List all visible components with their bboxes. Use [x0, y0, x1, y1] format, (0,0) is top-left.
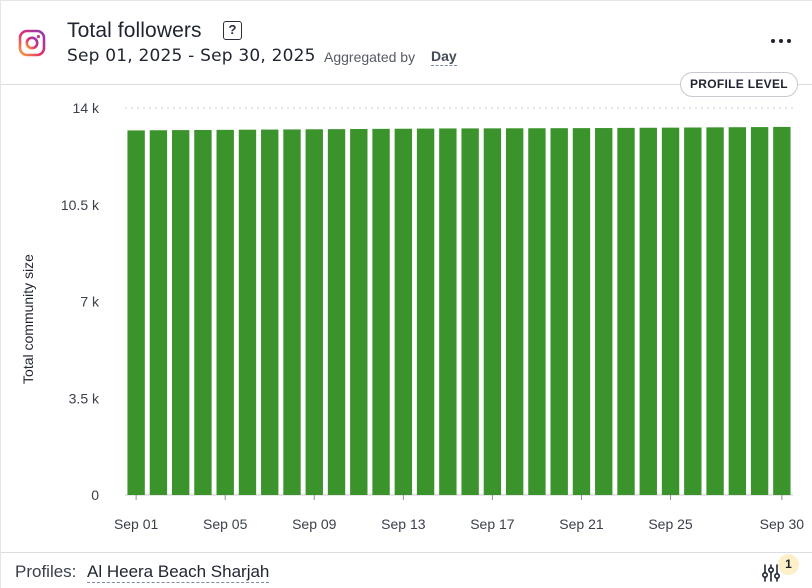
bar-sep-13[interactable] [394, 128, 413, 496]
profile-level-badge[interactable]: PROFILE LEVEL [680, 72, 798, 97]
bar-sep-08[interactable] [283, 129, 301, 496]
bar-sep-09[interactable] [305, 129, 323, 495]
help-icon[interactable]: ? [223, 21, 242, 40]
instagram-icon [18, 29, 46, 57]
card-title: Total followers [67, 19, 202, 42]
bar-sep-20[interactable] [550, 128, 568, 495]
x-tick-label: Sep 21 [559, 516, 604, 532]
bar-sep-23[interactable] [617, 127, 635, 496]
x-tick-label: Sep 05 [203, 516, 248, 532]
bar-sep-07[interactable] [261, 129, 279, 495]
bar-sep-21[interactable] [572, 128, 591, 495]
profile-name-link[interactable]: Al Heera Beach Sharjah [87, 562, 270, 583]
chart-svg: 03.5 k7 k10.5 k14 k Sep 01 Sep 05 Sep 09 Se… [20, 100, 804, 532]
x-tick-label: Sep 09 [292, 516, 337, 532]
bar-sep-18[interactable] [505, 128, 524, 495]
bar-sep-19[interactable] [528, 128, 546, 496]
bar-sep-01[interactable] [127, 130, 145, 495]
x-tick-label: Sep 30 [760, 516, 805, 532]
bar-sep-30[interactable] [773, 126, 791, 495]
bar-sep-02[interactable] [149, 130, 168, 495]
profiles-label: Profiles: [15, 562, 77, 581]
filter-count-badge: 1 [778, 554, 799, 575]
bar-sep-06[interactable] [238, 129, 257, 495]
dot [779, 39, 783, 43]
aggregated-by-label: Aggregated by [324, 49, 416, 65]
bar-sep-28[interactable] [728, 127, 747, 496]
y-tick-labels: 0 3.5 k 7 k 10.5 k 14 k [61, 100, 100, 503]
x-tick-label: Sep 13 [381, 516, 426, 532]
bar-sep-10[interactable] [327, 129, 346, 495]
card-header: Total followers ? Sep 01, 2025 - Sep 30,… [1, 1, 812, 85]
bar-sep-29[interactable] [750, 127, 769, 495]
bar-sep-14[interactable] [416, 128, 435, 495]
grid-layer [125, 107, 793, 496]
y-axis-label: Total community size [20, 254, 36, 384]
more-options-icon[interactable] [767, 31, 795, 51]
dot [787, 39, 791, 43]
x-tick-labels: Sep 01 Sep 05 Sep 09 Sep 13 Sep 17 Sep 21 Sep … [114, 495, 804, 532]
x-tick-label: Sep 17 [470, 516, 515, 532]
y-tick-label: 7 k [80, 294, 100, 310]
aggregation-selector[interactable]: Day [431, 48, 457, 66]
bars-layer [127, 126, 791, 496]
bar-sep-03[interactable] [171, 130, 190, 496]
bar-sep-05[interactable] [216, 129, 234, 495]
card-footer: Profiles: Al Heera Beach Sharjah 1 [1, 552, 812, 588]
bar-sep-27[interactable] [706, 127, 724, 495]
bar-sep-24[interactable] [639, 127, 657, 495]
dot [771, 39, 775, 43]
y-tick-label: 10.5 k [61, 197, 100, 213]
bar-sep-04[interactable] [194, 129, 212, 496]
bar-sep-11[interactable] [350, 129, 368, 495]
y-tick-label: 0 [91, 487, 99, 503]
bar-sep-16[interactable] [461, 128, 479, 495]
bar-sep-15[interactable] [439, 128, 457, 495]
bar-sep-22[interactable] [595, 128, 613, 495]
x-tick-label: Sep 25 [648, 516, 693, 532]
bar-sep-12[interactable] [372, 128, 390, 495]
y-tick-label: 3.5 k [69, 390, 100, 406]
x-tick-label: Sep 01 [114, 516, 159, 532]
bar-sep-17[interactable] [483, 128, 502, 495]
bar-sep-26[interactable] [684, 127, 702, 496]
y-tick-label: 14 k [73, 100, 100, 116]
sliders-icon[interactable] [761, 563, 781, 583]
bar-sep-25[interactable] [661, 127, 680, 495]
date-range: Sep 01, 2025 - Sep 30, 2025 [67, 46, 316, 66]
